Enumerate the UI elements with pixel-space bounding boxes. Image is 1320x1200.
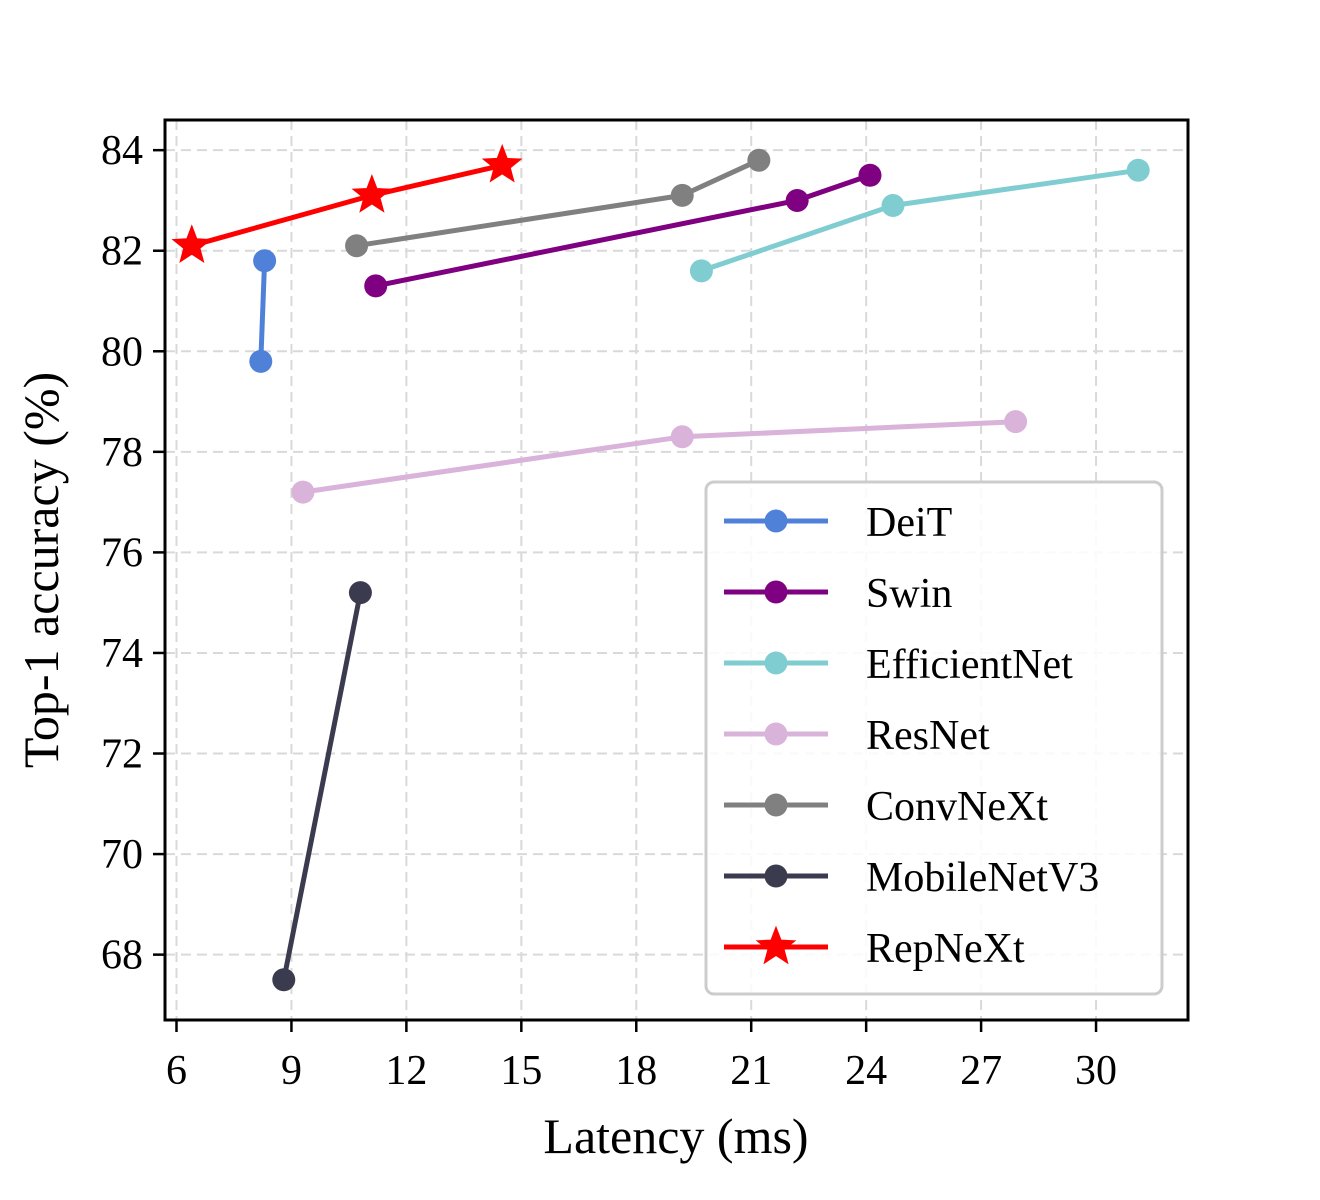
legend-marker <box>755 925 797 965</box>
series-convnext <box>345 148 771 258</box>
data-point <box>291 480 315 504</box>
y-tick-label: 68 <box>101 933 143 979</box>
y-tick-label: 74 <box>101 631 143 677</box>
data-point <box>171 224 213 264</box>
data-point <box>785 188 809 212</box>
legend-item: DeiT <box>724 500 952 546</box>
x-tick-label: 18 <box>615 1048 657 1094</box>
y-tick-label: 76 <box>101 530 143 576</box>
series-resnet <box>291 410 1028 504</box>
legend-label: DeiT <box>866 500 952 546</box>
series-line <box>354 157 762 249</box>
legend-item: ResNet <box>724 713 990 759</box>
y-tick-label: 72 <box>101 732 143 778</box>
y-tick-label: 78 <box>101 430 143 476</box>
data-point <box>670 425 694 449</box>
data-point <box>481 143 523 183</box>
legend-item: MobileNetV3 <box>724 855 1099 901</box>
y-axis-title: Top-1 accuracy (%) <box>13 372 69 768</box>
series-swin <box>364 163 882 298</box>
series-repnext <box>171 143 523 264</box>
x-tick-label: 30 <box>1075 1048 1117 1094</box>
data-point <box>351 173 393 213</box>
y-tick-label: 70 <box>101 832 143 878</box>
x-tick-label: 21 <box>730 1048 772 1094</box>
x-tick-label: 27 <box>960 1048 1002 1094</box>
legend-item: Swin <box>724 571 952 617</box>
data-point <box>1004 410 1028 434</box>
series-mobilenetv3 <box>272 581 372 992</box>
data-point <box>689 259 713 283</box>
x-tick-label: 15 <box>500 1048 542 1094</box>
legend-box <box>704 480 1164 996</box>
data-point <box>345 234 369 258</box>
series-efficientnet <box>689 158 1150 283</box>
axis-ticks: 6 9 12 15 18 21 24 27 30 68 70 72 74 76 78 80 82 84 <box>101 128 1117 1094</box>
series-deit <box>249 249 277 373</box>
y-tick-label: 84 <box>101 128 143 174</box>
legend-marker <box>764 864 788 888</box>
x-axis-title: Latency (ms) <box>543 1108 808 1164</box>
data-point <box>348 581 372 605</box>
legend-label: MobileNetV3 <box>866 855 1099 901</box>
x-tick-label: 12 <box>385 1048 427 1094</box>
legend-label: ResNet <box>866 713 990 759</box>
legend-marker <box>764 509 788 533</box>
legend-item: ConvNeXt <box>724 784 1048 830</box>
x-tick-label: 9 <box>281 1048 302 1094</box>
data-point <box>858 163 882 187</box>
data-point <box>747 148 771 172</box>
y-tick-label: 80 <box>101 329 143 375</box>
legend-label: Swin <box>866 571 952 617</box>
series-line <box>189 162 505 249</box>
data-point <box>364 274 388 298</box>
legend-label: RepNeXt <box>866 926 1025 972</box>
y-tick-label: 82 <box>101 229 143 275</box>
legend: DeiT Swin EfficientNet ResNet ConvNeXt Mobile… <box>704 480 1164 996</box>
legend-marker <box>764 651 788 675</box>
data-point <box>249 349 273 373</box>
data-point <box>670 183 694 207</box>
series-line <box>281 590 363 983</box>
legend-marker <box>764 580 788 604</box>
x-tick-label: 24 <box>845 1048 887 1094</box>
legend-item: EfficientNet <box>724 642 1073 688</box>
data-point <box>1126 158 1150 182</box>
data-point <box>881 193 905 217</box>
series-layer <box>171 143 1150 992</box>
legend-label: EfficientNet <box>866 642 1073 688</box>
data-point <box>272 968 296 992</box>
legend-marker <box>764 793 788 817</box>
legend-item: RepNeXt <box>724 925 1025 972</box>
data-point <box>253 249 277 273</box>
legend-label: ConvNeXt <box>866 784 1048 830</box>
series-line <box>258 258 268 364</box>
series-line <box>698 167 1141 274</box>
plot-frame <box>163 118 1190 1022</box>
x-tick-label: 6 <box>166 1048 187 1094</box>
legend-marker <box>764 722 788 746</box>
